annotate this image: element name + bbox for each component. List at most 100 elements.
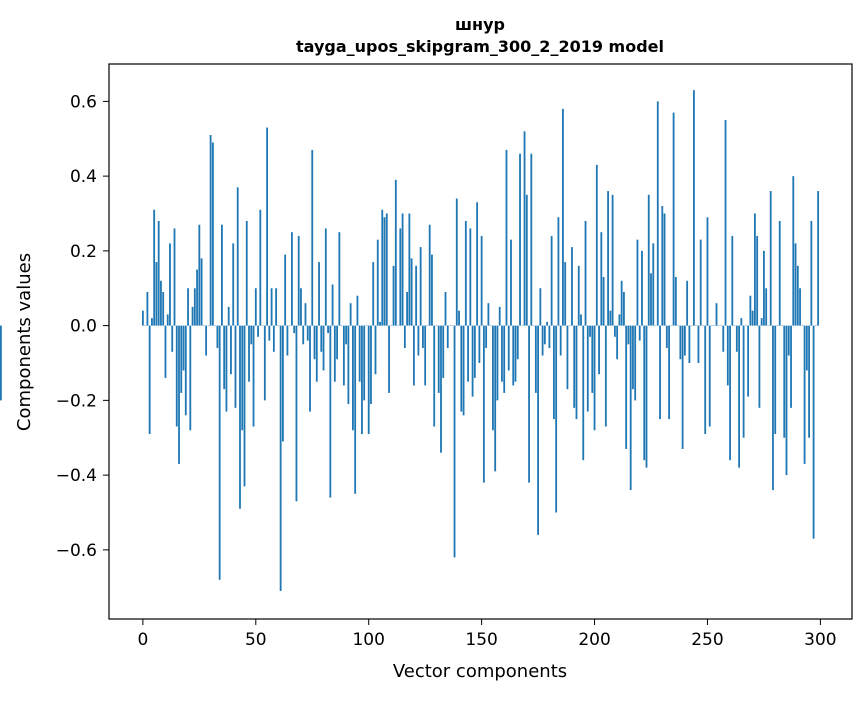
bar-component-72 [305, 303, 307, 325]
bar-component-75 [311, 150, 313, 326]
bar-component-188 [567, 326, 569, 390]
bar-component-undefined [0, 326, 2, 401]
bar-component-184 [558, 217, 560, 325]
bar-component-206 [607, 191, 609, 326]
bar-component-259 [727, 326, 729, 386]
bar-component-142 [463, 326, 465, 416]
bar-component-59 [275, 288, 277, 325]
bar-component-282 [779, 221, 781, 326]
bar-component-17 [180, 326, 182, 393]
bar-component-9 [162, 292, 164, 326]
bar-component-209 [614, 326, 616, 337]
bar-component-124 [422, 326, 424, 348]
bar-component-100 [368, 326, 370, 434]
bar-component-77 [316, 326, 318, 382]
bar-component-244 [693, 90, 695, 325]
bar-component-71 [302, 326, 304, 345]
bar-component-195 [582, 326, 584, 461]
bar-component-177 [542, 326, 544, 356]
bar-component-22 [192, 307, 194, 326]
bar-component-28 [205, 326, 207, 356]
bar-component-57 [271, 288, 273, 325]
y-tick-label: 0.0 [70, 317, 97, 337]
bar-component-101 [370, 326, 372, 404]
bar-component-67 [293, 326, 295, 333]
bar-component-36 [223, 326, 225, 390]
bar-component-295 [808, 326, 810, 438]
bar-component-199 [591, 326, 593, 393]
bar-component-2 [146, 292, 148, 326]
bar-component-0 [142, 311, 144, 326]
bar-component-33 [217, 326, 219, 348]
bar-component-261 [731, 236, 733, 326]
bar-component-4 [151, 318, 153, 325]
chart-subtitle: tayga_upos_skipgram_300_2_2019 model [296, 37, 664, 56]
bar-component-162 [508, 326, 510, 371]
bar-component-202 [598, 326, 600, 375]
bar-component-221 [641, 251, 643, 326]
bar-component-116 [404, 326, 406, 348]
bar-component-118 [408, 213, 410, 325]
bar-component-108 [386, 213, 388, 325]
bar-component-12 [169, 243, 171, 325]
x-tick-label: 250 [691, 630, 723, 650]
bar-component-291 [799, 288, 801, 325]
bar-component-15 [176, 326, 178, 427]
bar-component-272 [756, 236, 758, 326]
bar-component-166 [517, 326, 519, 360]
bar-component-297 [813, 326, 815, 539]
bar-component-151 [483, 326, 485, 483]
bar-component-69 [298, 236, 300, 326]
bar-component-266 [743, 326, 745, 438]
bar-component-273 [759, 326, 761, 408]
bar-component-197 [587, 326, 589, 412]
bar-component-93 [352, 326, 354, 431]
bar-component-192 [576, 326, 578, 419]
y-tick-label: 0.2 [70, 242, 97, 262]
x-tick-label: 150 [465, 630, 497, 650]
bar-component-23 [194, 288, 196, 325]
bar-component-64 [287, 326, 289, 356]
bar-component-42 [237, 187, 239, 325]
bar-component-109 [388, 326, 390, 393]
bar-component-62 [282, 326, 284, 442]
bar-component-201 [596, 165, 598, 326]
bar-component-158 [499, 307, 501, 326]
bar-component-285 [786, 326, 788, 475]
bar-component-260 [729, 326, 731, 461]
bar-component-37 [226, 326, 228, 412]
bar-component-165 [515, 326, 517, 382]
bar-component-119 [411, 258, 413, 325]
bar-component-251 [709, 326, 711, 427]
bar-component-80 [323, 326, 325, 371]
bar-component-208 [612, 195, 614, 326]
bar-component-78 [318, 262, 320, 326]
bar-component-223 [646, 326, 648, 468]
bar-component-240 [684, 326, 686, 356]
bar-component-210 [616, 326, 618, 360]
bar-component-103 [375, 326, 377, 375]
bar-component-236 [675, 277, 677, 326]
bar-component-111 [393, 266, 395, 326]
bar-component-58 [273, 326, 275, 352]
bar-component-150 [481, 236, 483, 326]
bar-component-7 [158, 221, 160, 326]
bar-component-235 [673, 113, 675, 326]
bar-component-112 [395, 180, 397, 326]
bar-component-180 [548, 326, 550, 348]
bar-component-66 [291, 232, 293, 325]
bar-component-40 [232, 243, 234, 325]
bar-component-26 [201, 258, 203, 325]
bar-component-185 [560, 326, 562, 356]
bar-component-5 [153, 210, 155, 326]
bar-component-228 [657, 101, 659, 325]
y-tick-label: 0.4 [70, 167, 97, 187]
bar-component-87 [338, 232, 340, 325]
bar-component-254 [716, 303, 718, 325]
bar-component-21 [189, 326, 191, 431]
bar-component-121 [415, 266, 417, 326]
bar-component-8 [160, 281, 162, 326]
bar-component-31 [212, 142, 214, 325]
bar-component-105 [379, 322, 381, 326]
bar-component-44 [241, 326, 243, 431]
